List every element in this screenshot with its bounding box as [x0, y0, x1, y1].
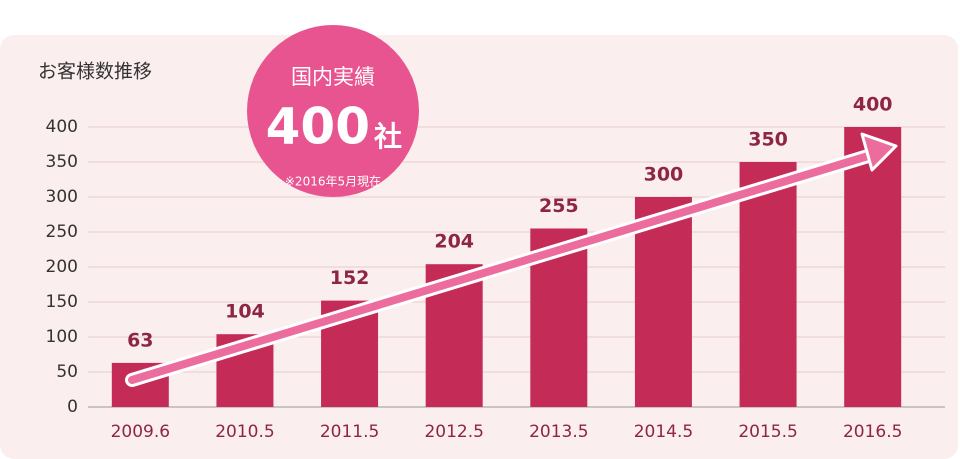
value-label: 204: [434, 231, 474, 253]
y-tick-label: 200: [46, 257, 78, 277]
y-tick-label: 150: [46, 292, 78, 312]
y-tick-label: 400: [46, 117, 78, 137]
x-tick-label: 2010.5: [215, 422, 274, 442]
value-label: 400: [853, 94, 893, 116]
y-tick-label: 350: [46, 152, 78, 172]
badge-circle: [247, 25, 419, 197]
badge-value: 400: [266, 98, 370, 156]
value-label: 300: [644, 164, 684, 186]
x-tick-label: 2009.6: [111, 422, 170, 442]
x-tick-label: 2011.5: [320, 422, 379, 442]
trend-arrow: [125, 132, 898, 387]
y-tick-label: 300: [46, 187, 78, 207]
value-label: 63: [127, 329, 153, 351]
y-tick-label: 100: [46, 327, 78, 347]
value-label: 104: [225, 301, 265, 323]
x-tick-label: 2014.5: [634, 422, 693, 442]
x-tick-label: 2016.5: [843, 422, 902, 442]
bar: [844, 127, 902, 407]
chart-title: お客様数推移: [38, 61, 152, 83]
badge: 国内実績 400 社 ※2016年5月現在: [247, 25, 419, 197]
value-label: 255: [539, 195, 579, 217]
x-tick-label: 2013.5: [529, 422, 588, 442]
y-tick-label: 50: [56, 362, 78, 382]
badge-unit: 社: [374, 120, 402, 153]
x-tick-label: 2012.5: [424, 422, 483, 442]
x-tick-label: 2015.5: [738, 422, 797, 442]
badge-label: 国内実績: [291, 65, 375, 89]
value-label: 350: [748, 129, 788, 151]
bar: [634, 197, 692, 407]
y-tick-label: 250: [46, 222, 78, 242]
y-tick-label: 0: [67, 397, 78, 417]
value-label: 152: [330, 267, 370, 289]
bar: [739, 162, 797, 407]
badge-note: ※2016年5月現在: [285, 175, 381, 189]
